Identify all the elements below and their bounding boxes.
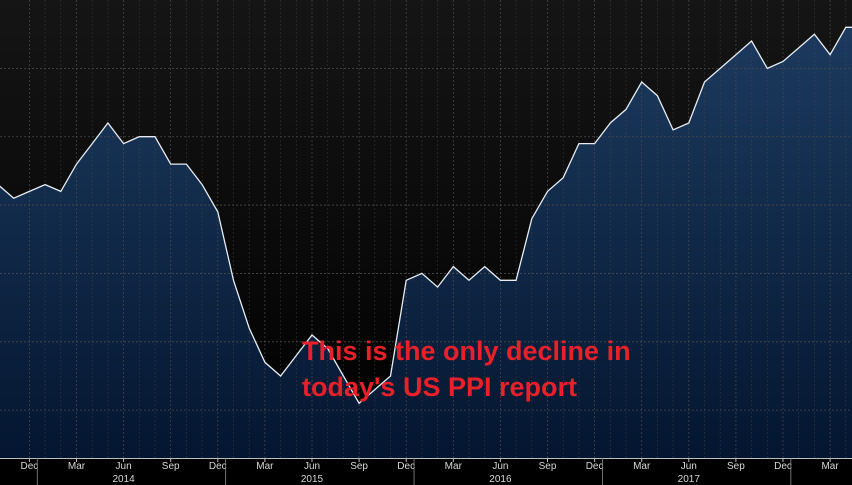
year-label: 2016 (489, 474, 512, 485)
gridlines (0, 0, 852, 458)
x-tick-label: Dec (397, 461, 415, 472)
x-tick-label: Mar (821, 461, 839, 472)
x-tick-label: Dec (209, 461, 227, 472)
year-label: 2017 (678, 474, 701, 485)
x-tick-label: Jun (304, 461, 320, 472)
x-axis: Dec Mar Jun Sep Dec Mar Jun Sep Dec Mar Jun Sep Dec M… (0, 458, 852, 485)
x-tick-label: Jun (681, 461, 697, 472)
x-tick-label: Dec (21, 461, 39, 472)
x-tick-label: Mar (633, 461, 651, 472)
x-axis-band (0, 458, 852, 485)
x-tick-label: Sep (350, 461, 368, 472)
chart-annotation: This is the only decline in today's US P… (302, 336, 631, 402)
x-tick-label: Sep (539, 461, 557, 472)
x-tick-label: Mar (68, 461, 86, 472)
x-tick-label: Sep (727, 461, 745, 472)
x-tick-label: Mar (256, 461, 274, 472)
x-tick-label: Mar (445, 461, 463, 472)
x-tick-label: Dec (586, 461, 604, 472)
x-tick-label: Jun (116, 461, 132, 472)
series-line (0, 26, 852, 405)
year-label: 2015 (301, 474, 324, 485)
x-tick-label: Sep (162, 461, 180, 472)
year-label: 2014 (112, 474, 135, 485)
x-tick-label: Dec (774, 461, 792, 472)
x-tick-label: Jun (492, 461, 508, 472)
area-fill (0, 27, 852, 458)
